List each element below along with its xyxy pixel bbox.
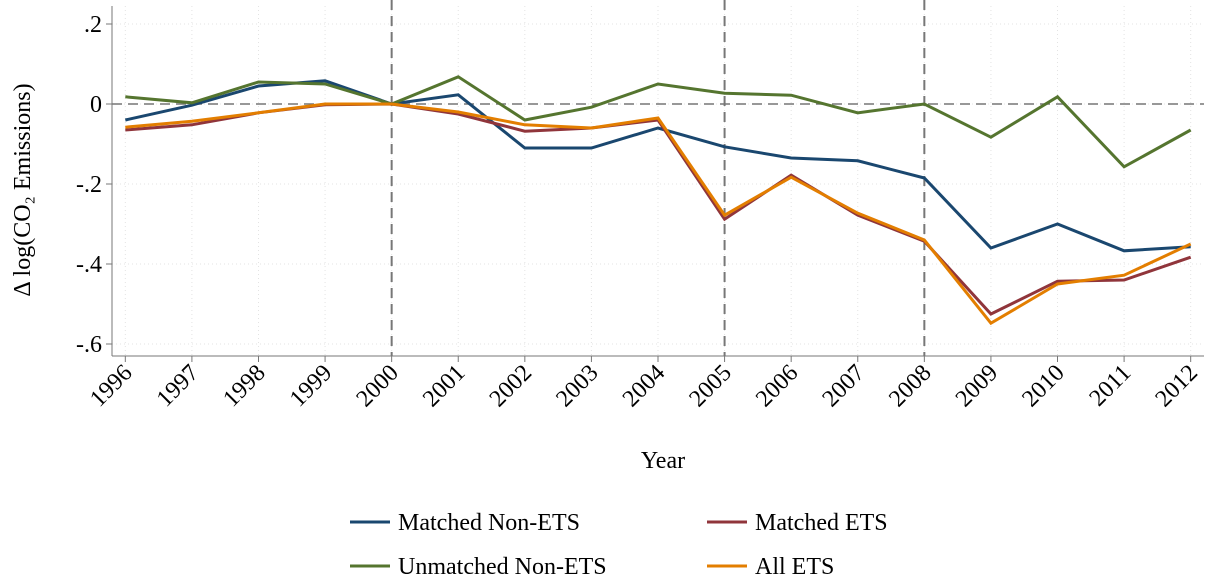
legend-label: Unmatched Non-ETS (398, 554, 607, 580)
x-tick-label: 2011 (1085, 360, 1137, 412)
y-axis-title: Δ log(CO₂ Emissions) (10, 83, 36, 296)
series-line (125, 102, 1192, 326)
x-tick-label: 1999 (285, 360, 337, 412)
legend-label: Matched Non-ETS (398, 510, 580, 536)
x-tick-label: 2009 (951, 360, 1003, 412)
x-tick-label: 2007 (818, 360, 870, 412)
x-tick-label: 2010 (1017, 360, 1069, 412)
y-tick-label: -.6 (76, 332, 102, 358)
y-tick-label: -.4 (76, 252, 102, 278)
x-tick-label: 2012 (1151, 360, 1203, 412)
x-tick-label: 2001 (418, 360, 470, 412)
x-tick-label: 2003 (551, 360, 603, 412)
x-tick-label: 1998 (218, 360, 270, 412)
x-tick-label: 2006 (751, 360, 803, 412)
series-line (125, 75, 1192, 169)
legend-label: Matched ETS (755, 510, 888, 536)
x-tick-label: 1997 (152, 360, 204, 412)
y-tick-label: -.2 (76, 172, 102, 198)
x-tick-label: 2005 (685, 360, 737, 412)
x-tick-label: 2008 (884, 360, 936, 412)
x-axis-title: Year (641, 448, 685, 474)
legend-label: All ETS (755, 554, 834, 580)
x-tick-label: 2000 (352, 360, 404, 412)
y-tick-label: 0 (90, 92, 102, 118)
y-tick-label: .2 (84, 12, 102, 38)
x-tick-label: 1996 (85, 360, 137, 412)
x-tick-label: 2002 (485, 360, 537, 412)
x-tick-label: 2004 (618, 360, 670, 412)
